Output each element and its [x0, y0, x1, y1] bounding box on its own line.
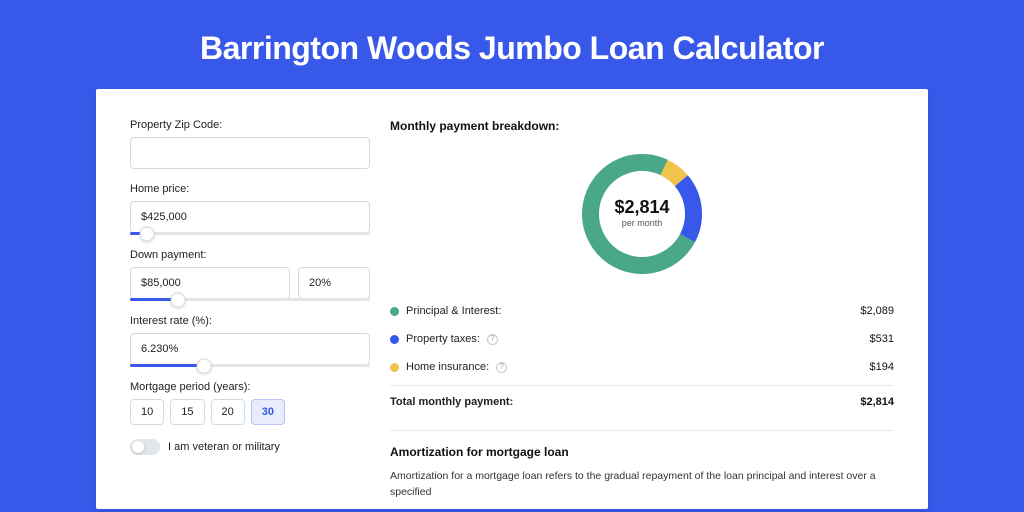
legend-value: $194: [870, 361, 894, 373]
period-option-15[interactable]: 15: [170, 399, 204, 425]
downpayment-label: Down payment:: [130, 249, 370, 261]
downpayment-input[interactable]: [130, 267, 290, 299]
breakdown-column: Monthly payment breakdown: $2,814per mon…: [390, 119, 894, 509]
legend-label: Principal & Interest:: [406, 305, 501, 317]
amortization-text: Amortization for a mortgage loan refers …: [390, 469, 894, 501]
rate-slider-thumb[interactable]: [197, 358, 212, 373]
zip-field: Property Zip Code:: [130, 119, 370, 169]
price-input[interactable]: [130, 201, 370, 233]
legend-value: $2,089: [860, 305, 894, 317]
total-row: Total monthly payment: $2,814: [390, 385, 894, 416]
period-option-20[interactable]: 20: [211, 399, 245, 425]
total-label: Total monthly payment:: [390, 396, 513, 408]
breakdown-title: Monthly payment breakdown:: [390, 119, 894, 133]
price-label: Home price:: [130, 183, 370, 195]
downpayment-field: Down payment:: [130, 249, 370, 301]
page-title: Barrington Woods Jumbo Loan Calculator: [0, 0, 1024, 89]
price-slider[interactable]: [130, 232, 370, 235]
legend-dot-icon: [390, 307, 399, 316]
info-icon[interactable]: ?: [487, 334, 498, 345]
period-option-10[interactable]: 10: [130, 399, 164, 425]
period-option-30[interactable]: 30: [251, 399, 285, 425]
veteran-label: I am veteran or military: [168, 441, 280, 453]
donut-center-sub: per month: [622, 218, 663, 228]
legend-dot-icon: [390, 335, 399, 344]
price-field: Home price:: [130, 183, 370, 235]
legend-row: Home insurance:? $194: [390, 353, 894, 381]
veteran-toggle[interactable]: [130, 439, 160, 455]
legend-label: Property taxes:: [406, 333, 480, 345]
period-label: Mortgage period (years):: [130, 381, 370, 393]
legend-row: Property taxes:? $531: [390, 325, 894, 353]
downpayment-pct-input[interactable]: [298, 267, 370, 299]
amortization-title: Amortization for mortgage loan: [390, 445, 894, 459]
legend-dot-icon: [390, 363, 399, 372]
downpayment-slider[interactable]: [130, 298, 370, 301]
zip-input[interactable]: [130, 137, 370, 169]
price-slider-thumb[interactable]: [139, 226, 154, 241]
zip-label: Property Zip Code:: [130, 119, 370, 131]
legend-row: Principal & Interest: $2,089: [390, 297, 894, 325]
rate-slider[interactable]: [130, 364, 370, 367]
rate-field: Interest rate (%):: [130, 315, 370, 367]
legend-value: $531: [870, 333, 894, 345]
downpayment-slider-thumb[interactable]: [171, 292, 186, 307]
form-column: Property Zip Code: Home price: Down paym…: [130, 119, 370, 509]
veteran-row: I am veteran or military: [130, 439, 370, 455]
rate-label: Interest rate (%):: [130, 315, 370, 327]
total-value: $2,814: [860, 396, 894, 408]
period-field: Mortgage period (years): 1015 2030: [130, 381, 370, 425]
rate-input[interactable]: [130, 333, 370, 365]
toggle-knob-icon: [132, 441, 144, 453]
calculator-card: Property Zip Code: Home price: Down paym…: [96, 89, 928, 509]
amortization-section: Amortization for mortgage loan Amortizat…: [390, 430, 894, 501]
donut-center-value: $2,814: [614, 197, 669, 217]
legend-label: Home insurance:: [406, 361, 489, 373]
donut-chart: $2,814per month: [390, 143, 894, 297]
info-icon[interactable]: ?: [496, 362, 507, 373]
